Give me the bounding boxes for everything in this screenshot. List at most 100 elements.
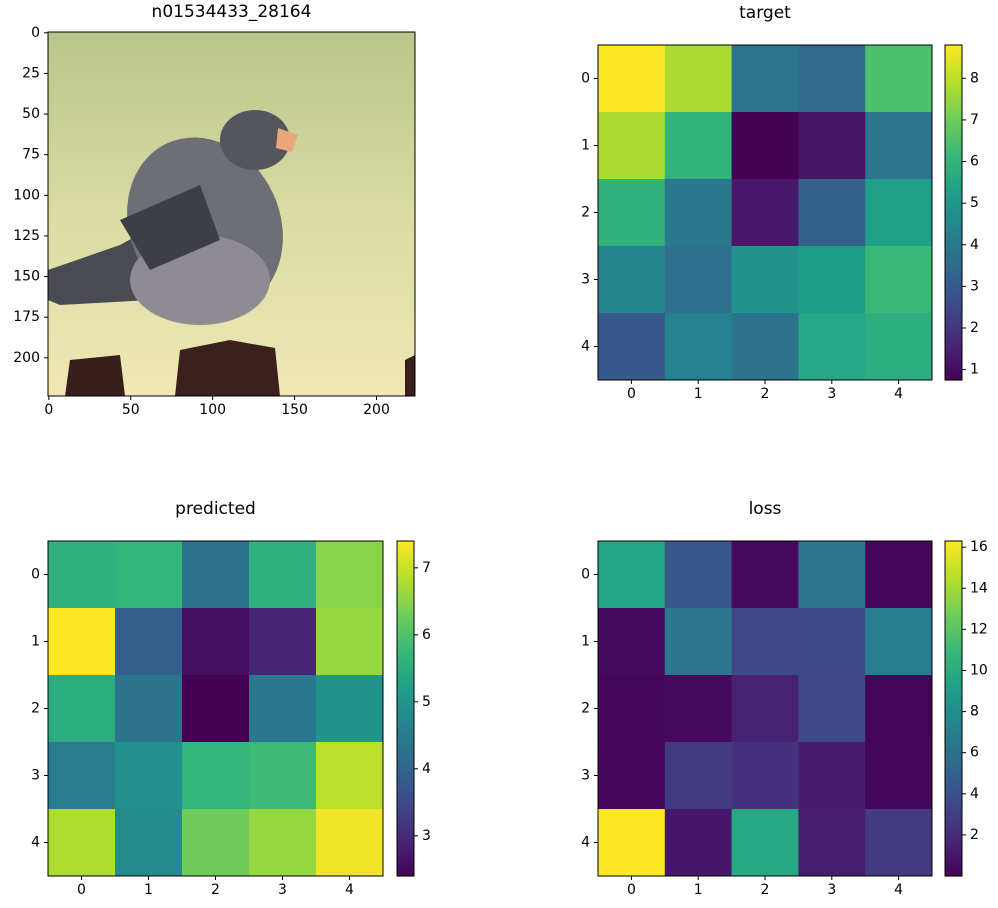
y-tick-label: 4 [31, 835, 40, 851]
x-tick-label: 4 [345, 882, 354, 898]
heatmap-cell [865, 742, 932, 810]
colorbar-segment [945, 45, 962, 48]
x-tick-label: 1 [144, 882, 153, 898]
x-tick-label: 1 [694, 386, 703, 402]
heatmap-cell [732, 45, 799, 113]
heatmap-cell [865, 541, 932, 609]
heatmap-cell [865, 179, 932, 247]
heatmap-cell [115, 809, 183, 877]
x-tick-label: 2 [761, 882, 770, 898]
heatmap-cell [798, 112, 865, 180]
heatmap-cell [598, 541, 665, 609]
y-tick-label: 75 [22, 147, 40, 163]
colorbar-tick-label: 4 [970, 237, 979, 253]
colorbar-tick-label: 5 [970, 195, 979, 211]
colorbar-tick-label: 8 [970, 70, 979, 86]
heatmap-cell [865, 112, 932, 180]
heatmap-cell [598, 608, 665, 676]
x-tick-label: 150 [281, 402, 308, 418]
heatmap-cell [316, 541, 384, 609]
heatmap-cell [665, 809, 732, 877]
y-tick-label: 3 [31, 768, 40, 784]
heatmap-cell [115, 675, 183, 743]
y-tick-label: 0 [31, 567, 40, 583]
colorbar-tick-label: 8 [970, 704, 979, 720]
heatmap-cell [865, 675, 932, 743]
colorbar-tick-label: 7 [422, 560, 431, 576]
heatmap-cell [665, 742, 732, 810]
heatmap-cell [48, 608, 116, 676]
colorbar-tick-label: 2 [970, 320, 979, 336]
x-tick-label: 0 [77, 882, 86, 898]
heatmap-cell [665, 541, 732, 609]
heatmap-cell [182, 541, 250, 609]
colorbar-tick-label: 1 [970, 362, 979, 378]
heatmap-cell [798, 313, 865, 381]
heatmap-cell [865, 608, 932, 676]
y-tick-label: 1 [31, 634, 40, 650]
colorbar-segment [397, 541, 414, 544]
heatmap-cell [182, 809, 250, 877]
heatmap-cell [48, 809, 116, 877]
heatmap-cell [732, 809, 799, 877]
heatmap-cell [48, 742, 116, 810]
x-tick-label: 0 [44, 402, 53, 418]
colorbar-tick-label: 4 [970, 786, 979, 802]
x-tick-label: 4 [894, 882, 903, 898]
heatmap-cell [48, 675, 116, 743]
y-tick-label: 3 [581, 272, 590, 288]
colorbar-tick-label: 4 [422, 761, 431, 777]
x-tick-label: 200 [363, 402, 390, 418]
heatmap-cell [249, 541, 317, 609]
heatmap-cell [798, 246, 865, 314]
colorbar-tick-label: 6 [970, 745, 979, 761]
colorbar-tick-label: 16 [970, 539, 988, 555]
heatmap-cell [732, 541, 799, 609]
x-tick-label: 0 [627, 386, 636, 402]
y-tick-label: 1 [581, 634, 590, 650]
heatmap-cell [732, 112, 799, 180]
heatmap-cell [598, 809, 665, 877]
heatmap-cell [598, 313, 665, 381]
heatmap-cell [798, 45, 865, 113]
heatmap-cell [316, 742, 384, 810]
heatmap-cell [182, 675, 250, 743]
photo [48, 32, 415, 396]
heatmap-cell [865, 45, 932, 113]
heatmap-cell [598, 742, 665, 810]
heatmap-cell [865, 246, 932, 314]
heatmap-cell [316, 675, 384, 743]
heatmap-cell [798, 742, 865, 810]
y-tick-label: 2 [581, 701, 590, 717]
heatmap-cell [115, 608, 183, 676]
x-tick-label: 100 [199, 402, 226, 418]
heatmap-cell [665, 246, 732, 314]
heatmap-cell [798, 179, 865, 247]
heatmap-cell [598, 45, 665, 113]
heatmap-cell [598, 675, 665, 743]
heatmap-cell [665, 112, 732, 180]
y-tick-label: 4 [581, 835, 590, 851]
figure: 0501001502000255075100125150175200n01534… [0, 0, 998, 904]
y-tick-label: 3 [581, 768, 590, 784]
heatmap-cell [249, 608, 317, 676]
x-tick-label: 3 [278, 882, 287, 898]
colorbar-tick-label: 7 [970, 112, 979, 128]
heatmap-cell [115, 742, 183, 810]
y-tick-label: 25 [22, 65, 40, 81]
y-tick-label: 2 [31, 701, 40, 717]
x-tick-label: 50 [122, 402, 140, 418]
y-tick-label: 1 [581, 138, 590, 154]
y-tick-label: 4 [581, 339, 590, 355]
heatmap-cell [665, 179, 732, 247]
colorbar-tick-label: 6 [970, 154, 979, 170]
heatmap-cell [249, 742, 317, 810]
axes-title: predicted [175, 499, 256, 519]
heatmap-cell [598, 112, 665, 180]
heatmap-cell [665, 608, 732, 676]
heatmap-cell [316, 608, 384, 676]
heatmap-cell [732, 246, 799, 314]
axes-title: loss [749, 499, 782, 519]
heatmap-cell [732, 313, 799, 381]
y-tick-label: 200 [13, 350, 40, 366]
